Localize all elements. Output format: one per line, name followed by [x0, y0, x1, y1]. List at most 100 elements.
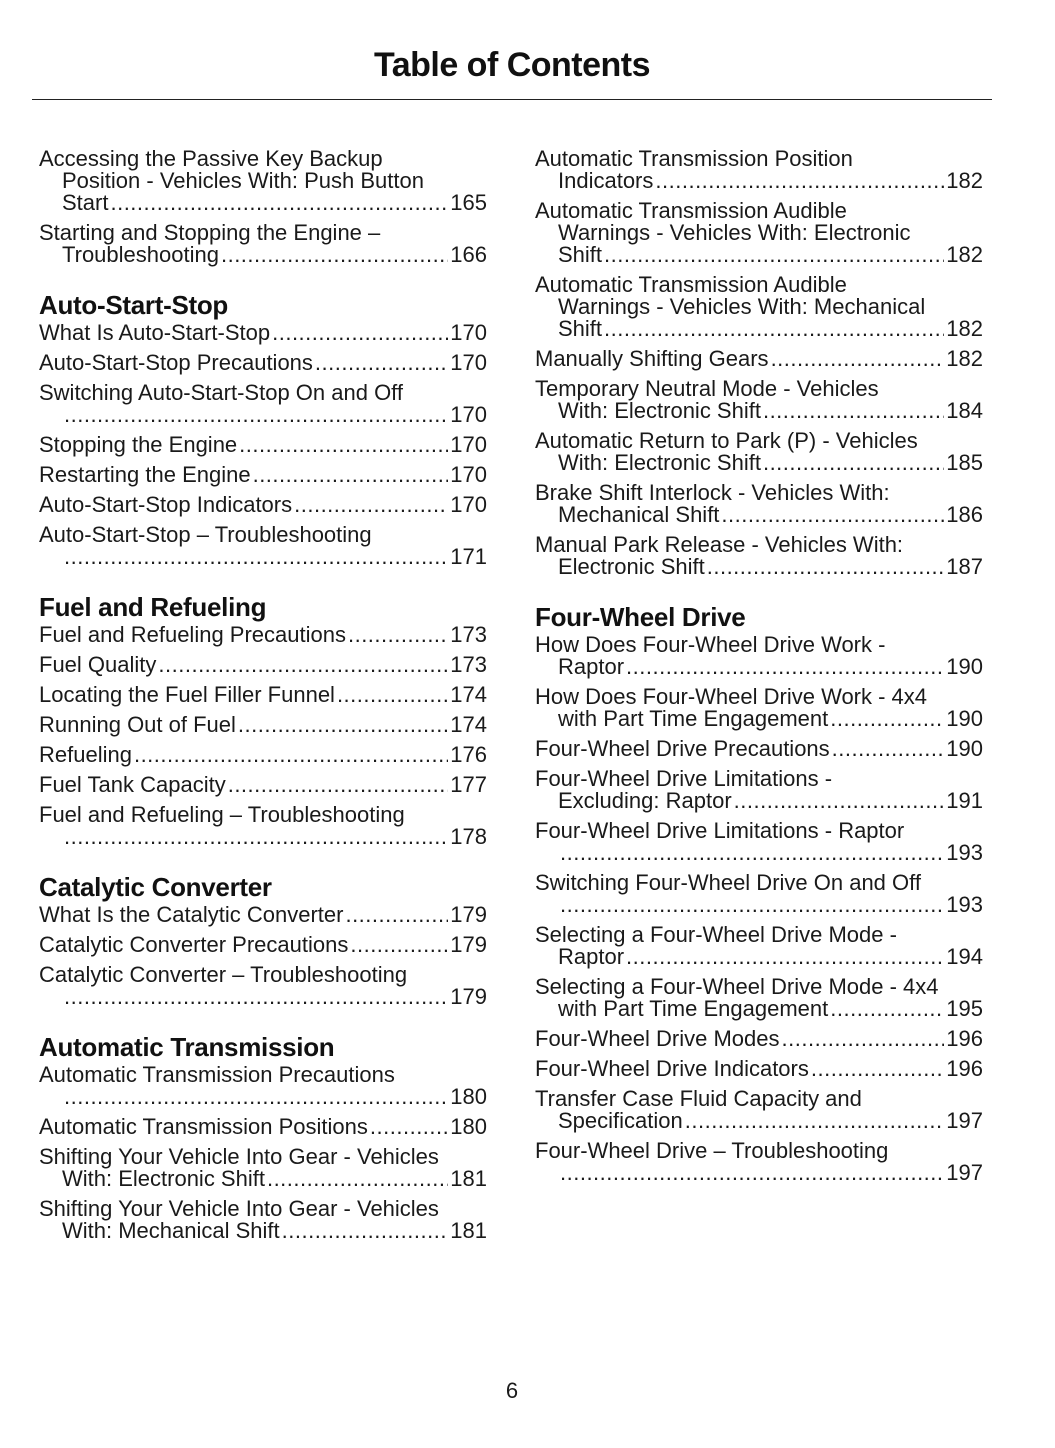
toc-entry[interactable]: Locating the Fuel Filler Funnel 174 [39, 684, 487, 706]
toc-entry-text: Running Out of Fuel [39, 712, 236, 737]
toc-entry[interactable]: Shifting Your Vehicle Into Gear - Vehicl… [39, 1198, 487, 1242]
leader-dots [560, 894, 944, 916]
toc-entry[interactable]: Four-Wheel Drive Precautions 190 [535, 738, 983, 760]
toc-entry-line: Automatic Return to Park (P) - Vehicles [535, 428, 918, 453]
toc-entry-line: Auto-Start-Stop – Troubleshooting [39, 522, 372, 547]
toc-entry[interactable]: Fuel and Refueling – Troubleshooting 178 [39, 804, 487, 848]
toc-page-number: 197 [946, 1108, 983, 1133]
toc-entry[interactable]: Fuel Quality 173 [39, 654, 487, 676]
toc-entry[interactable]: Selecting a Four-Wheel Drive Mode - Rapto… [535, 924, 983, 968]
toc-entry[interactable]: Temporary Neutral Mode - Vehicles With: E… [535, 378, 983, 422]
leader-dots [315, 352, 448, 374]
toc-entry-line: Four-Wheel Drive – Troubleshooting [535, 1138, 889, 1163]
toc-entry-line: Warnings - Vehicles With: Electronic [558, 220, 911, 245]
toc-entry[interactable]: Selecting a Four-Wheel Drive Mode - 4x4 w… [535, 976, 983, 1020]
toc-entry-text: Four-Wheel Drive Precautions [535, 736, 830, 761]
toc-page-number: 174 [450, 712, 487, 737]
leader-dots [64, 1086, 448, 1108]
toc-page-number: 197 [946, 1160, 983, 1185]
toc-entry-text: Four-Wheel Drive Indicators [535, 1056, 809, 1081]
toc-entry-line: 180 [39, 1086, 487, 1108]
toc-entry[interactable]: Automatic Transmission Position Indicator… [535, 148, 983, 192]
toc-entry[interactable]: Manual Park Release - Vehicles With: Elec… [535, 534, 983, 578]
toc-entry[interactable]: Accessing the Passive Key Backup Position… [39, 148, 487, 214]
toc-entry[interactable]: Catalytic Converter – Troubleshooting 179 [39, 964, 487, 1008]
toc-page-number: 185 [946, 450, 983, 475]
toc-entry-line: With: Electronic Shift 185 [535, 452, 983, 474]
toc-entry[interactable]: Automatic Transmission Precautions 180 [39, 1064, 487, 1108]
toc-page-number: 176 [450, 742, 487, 767]
toc-entry[interactable]: Fuel Tank Capacity 177 [39, 774, 487, 796]
toc-entry[interactable]: Running Out of Fuel 174 [39, 714, 487, 736]
toc-entry[interactable]: What Is Auto-Start-Stop 170 [39, 322, 487, 344]
toc-page-number: 170 [450, 492, 487, 517]
toc-page-number: 193 [946, 892, 983, 917]
toc-entry-text: with Part Time Engagement [558, 996, 829, 1021]
toc-entry-line: Auto-Start-Stop Precautions 170 [39, 352, 487, 374]
toc-entry-line: With: Electronic Shift 184 [535, 400, 983, 422]
toc-entry-text: What Is Auto-Start-Stop [39, 320, 271, 345]
toc-entry-line: What Is Auto-Start-Stop 170 [39, 322, 487, 344]
toc-page-number: 174 [450, 682, 487, 707]
toc-entry-text: Automatic Transmission Positions [39, 1114, 368, 1139]
toc-entry[interactable]: Auto-Start-Stop Precautions 170 [39, 352, 487, 374]
toc-entry[interactable]: Manually Shifting Gears 182 [535, 348, 983, 370]
toc-entry[interactable]: Automatic Transmission Positions 180 [39, 1116, 487, 1138]
toc-entry[interactable]: Automatic Transmission Audible Warnings -… [535, 274, 983, 340]
toc-entry[interactable]: Starting and Stopping the Engine – Troubl… [39, 222, 487, 266]
toc-entry[interactable]: Transfer Case Fluid Capacity and Specific… [535, 1088, 983, 1132]
toc-page-number: 173 [450, 622, 487, 647]
toc-entry[interactable]: Stopping the Engine 170 [39, 434, 487, 456]
toc-entry-text: Indicators [558, 168, 654, 193]
toc-page-number: 184 [946, 398, 983, 423]
toc-page-number: 180 [450, 1084, 487, 1109]
leader-dots [294, 494, 448, 516]
toc-entry-text: Auto-Start-Stop Precautions [39, 350, 313, 375]
toc-entry-line: Four-Wheel Drive Precautions 190 [535, 738, 983, 760]
toc-entry[interactable]: Shifting Your Vehicle Into Gear - Vehicl… [39, 1146, 487, 1190]
toc-entry[interactable]: Automatic Transmission Audible Warnings -… [535, 200, 983, 266]
toc-entry[interactable]: Four-Wheel Drive Indicators 196 [535, 1058, 983, 1080]
toc-entry[interactable]: What Is the Catalytic Converter 179 [39, 904, 487, 926]
section-heading: Four-Wheel Drive [535, 602, 746, 632]
toc-entry[interactable]: Fuel and Refueling Precautions 173 [39, 624, 487, 646]
leader-dots [655, 170, 944, 192]
toc-page-number: 182 [946, 346, 983, 371]
leader-dots [64, 546, 448, 568]
toc-entry[interactable]: Four-Wheel Drive – Troubleshooting 197 [535, 1140, 983, 1184]
toc-entry-line: Fuel and Refueling Precautions 173 [39, 624, 487, 646]
leader-dots [267, 1168, 448, 1190]
toc-entry-line: Refueling 176 [39, 744, 487, 766]
leader-dots [64, 986, 448, 1008]
toc-entry[interactable]: Restarting the Engine 170 [39, 464, 487, 486]
toc-entry-text: Catalytic Converter Precautions [39, 932, 349, 957]
toc-entry[interactable]: Auto-Start-Stop – Troubleshooting 171 [39, 524, 487, 568]
toc-entry[interactable]: Refueling 176 [39, 744, 487, 766]
toc-entry[interactable]: Four-Wheel Drive Modes 196 [535, 1028, 983, 1050]
toc-entry[interactable]: Catalytic Converter Precautions 179 [39, 934, 487, 956]
toc-entry-line: Four-Wheel Drive Limitations - Raptor [535, 818, 905, 843]
toc-entry-text: Shift [558, 242, 603, 267]
toc-entry-text: With: Mechanical Shift [62, 1218, 280, 1243]
toc-entry[interactable]: How Does Four-Wheel Drive Work -Raptor 19… [535, 634, 983, 678]
toc-entry-line: with Part Time Engagement 195 [535, 998, 983, 1020]
leader-dots [763, 452, 944, 474]
leader-dots [238, 714, 448, 736]
toc-section: Automatic Transmission Automatic Transmis… [39, 1030, 487, 1242]
toc-entry[interactable]: Switching Four-Wheel Drive On and Off 193 [535, 872, 983, 916]
toc-entry[interactable]: Automatic Return to Park (P) - Vehicles W… [535, 430, 983, 474]
toc-entry[interactable]: Four-Wheel Drive Limitations - Raptor 193 [535, 820, 983, 864]
leader-dots [337, 684, 448, 706]
toc-entry-line: With: Mechanical Shift 181 [39, 1220, 487, 1242]
toc-entry-line: Catalytic Converter – Troubleshooting [39, 962, 408, 987]
toc-entry[interactable]: Four-Wheel Drive Limitations - Excluding:… [535, 768, 983, 812]
toc-entry-line: Raptor 190 [535, 656, 983, 678]
toc-entry-line: Manual Park Release - Vehicles With: [535, 532, 904, 557]
toc-entry-text: Fuel Tank Capacity [39, 772, 226, 797]
toc-entry[interactable]: How Does Four-Wheel Drive Work - 4x4 with… [535, 686, 983, 730]
toc-entry[interactable]: Brake Shift Interlock - Vehicles With: Me… [535, 482, 983, 526]
toc-entry[interactable]: Switching Auto-Start-Stop On and Off 170 [39, 382, 487, 426]
toc-entry-line: Shifting Your Vehicle Into Gear - Vehicl… [39, 1196, 439, 1221]
toc-entry[interactable]: Auto-Start-Stop Indicators 170 [39, 494, 487, 516]
leader-dots [560, 842, 944, 864]
